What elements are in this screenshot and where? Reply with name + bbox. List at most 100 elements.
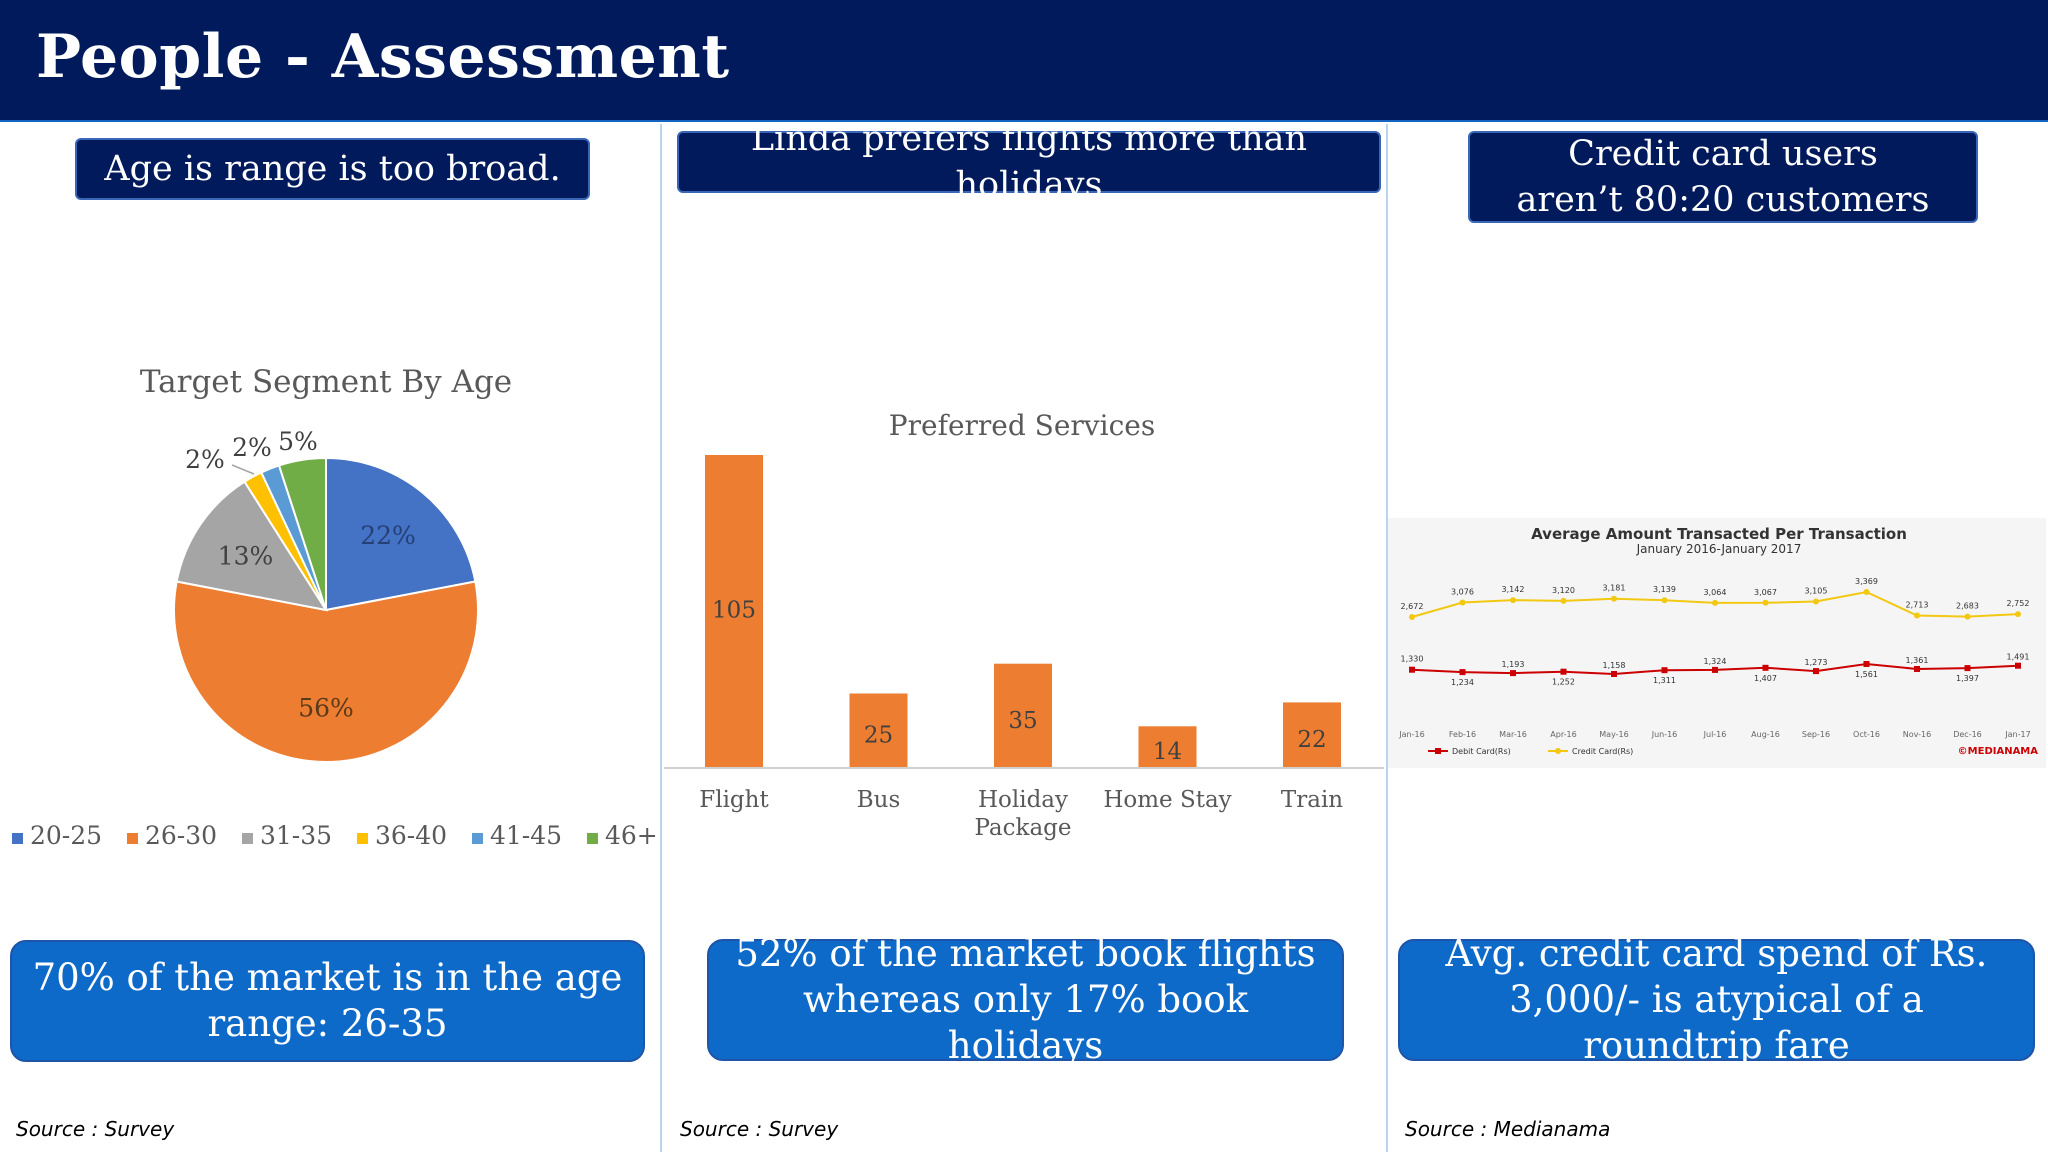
bar-value-holiday-package: 35 bbox=[1008, 708, 1037, 734]
transaction-line-chart: Average Amount Transacted Per Transactio… bbox=[1388, 518, 2046, 768]
point-credit-card-rs-aug-16 bbox=[1762, 599, 1769, 606]
legend-label-debit-card-rs: Debit Card(Rs) bbox=[1452, 747, 1511, 756]
data-label-debit-card-rs-jun-16: 1,311 bbox=[1653, 676, 1676, 685]
medianama-watermark: ©MEDIANAMA bbox=[1958, 746, 2039, 757]
bar-value-bus: 25 bbox=[864, 723, 893, 749]
bar-category-holiday-package: Holiday Package bbox=[974, 787, 1071, 841]
data-label-credit-card-rs-oct-16: 3,369 bbox=[1855, 577, 1878, 586]
point-debit-card-rs-mar-16 bbox=[1510, 670, 1516, 677]
legend-swatch-41-45 bbox=[472, 833, 483, 844]
age-column-title: Age is range is too broad. bbox=[75, 138, 590, 200]
services-finding-box: 52% of the market book flights whereas o… bbox=[707, 932, 1344, 1067]
legend-label-20-25: 20-25 bbox=[30, 821, 102, 850]
line-chart-subtitle: January 2016-January 2017 bbox=[1636, 542, 1802, 556]
age-source: Source : Survey bbox=[16, 1117, 175, 1141]
point-debit-card-rs-may-16 bbox=[1611, 671, 1617, 677]
point-credit-card-rs-nov-16 bbox=[1914, 612, 1920, 619]
x-tick-jan-17: Jan-17 bbox=[2004, 730, 2030, 739]
point-debit-card-rs-jun-16 bbox=[1661, 667, 1668, 674]
point-credit-card-rs-jan-17 bbox=[2015, 611, 2021, 618]
point-debit-card-rs-nov-16 bbox=[1914, 666, 1920, 672]
point-credit-card-rs-jan-16 bbox=[1409, 614, 1415, 620]
x-tick-sep-16: Sep-16 bbox=[1802, 730, 1830, 739]
age-pie-chart: Target Segment By Age 22%56%13%2% 2% 5% 20… bbox=[12, 364, 658, 850]
services-source: Source : Survey bbox=[680, 1117, 839, 1141]
point-credit-card-rs-oct-16 bbox=[1863, 589, 1870, 595]
point-debit-card-rs-jul-16 bbox=[1712, 666, 1718, 673]
legend-label-credit-card-rs: Credit Card(Rs) bbox=[1572, 747, 1633, 756]
services-column-title: Linda prefers flights more than holidays bbox=[677, 119, 1381, 205]
legend-label-36-40: 36-40 bbox=[375, 821, 447, 850]
x-tick-oct-16: Oct-16 bbox=[1853, 730, 1880, 739]
line-chart-title: Average Amount Transacted Per Transactio… bbox=[1531, 525, 1907, 543]
point-debit-card-rs-apr-16 bbox=[1560, 668, 1567, 675]
bar-train bbox=[1283, 702, 1341, 768]
bar-value-train: 22 bbox=[1297, 727, 1326, 753]
column-divider-2 bbox=[1386, 124, 1388, 1152]
point-credit-card-rs-sep-16 bbox=[1813, 598, 1819, 605]
data-label-debit-card-rs-may-16: 1,158 bbox=[1603, 661, 1626, 670]
x-tick-feb-16: Feb-16 bbox=[1449, 730, 1476, 739]
data-label-debit-card-rs-nov-16: 1,361 bbox=[1906, 656, 1929, 665]
point-credit-card-rs-may-16 bbox=[1611, 595, 1617, 602]
point-credit-card-rs-feb-16 bbox=[1459, 599, 1466, 606]
bar-holiday-package bbox=[994, 663, 1052, 768]
data-label-credit-card-rs-feb-16: 3,076 bbox=[1451, 588, 1474, 597]
x-tick-dec-16: Dec-16 bbox=[1953, 730, 1982, 739]
legend-marker-debit-card-rs bbox=[1435, 748, 1441, 754]
x-tick-jun-16: Jun-16 bbox=[1651, 730, 1678, 739]
data-label-credit-card-rs-nov-16: 2,713 bbox=[1906, 601, 1929, 610]
line-chart-background bbox=[1388, 518, 2046, 768]
x-tick-jan-16: Jan-16 bbox=[1398, 730, 1424, 739]
bar-category-home-stay: Home Stay bbox=[1103, 787, 1231, 813]
legend-swatch-36-40 bbox=[357, 833, 368, 844]
bar-flight bbox=[705, 455, 763, 768]
x-tick-apr-16: Apr-16 bbox=[1550, 730, 1576, 739]
data-label-credit-card-rs-jan-17: 2,752 bbox=[2007, 599, 2030, 608]
legend-label-41-45: 41-45 bbox=[490, 821, 562, 850]
pie-label-41-45: 2% bbox=[232, 433, 272, 462]
point-credit-card-rs-apr-16 bbox=[1560, 597, 1567, 604]
data-label-credit-card-rs-sep-16: 3,105 bbox=[1805, 587, 1828, 596]
legend-swatch-20-25 bbox=[12, 833, 23, 844]
point-debit-card-rs-oct-16 bbox=[1863, 661, 1870, 667]
x-tick-mar-16: Mar-16 bbox=[1499, 730, 1527, 739]
pie-slice-20-25 bbox=[325, 456, 477, 612]
data-label-credit-card-rs-jan-16: 2,672 bbox=[1401, 602, 1424, 611]
data-label-credit-card-rs-may-16: 3,181 bbox=[1603, 584, 1626, 593]
data-label-credit-card-rs-apr-16: 3,120 bbox=[1552, 586, 1575, 595]
credit-card-column-title: Credit card users aren’t 80:20 customers bbox=[1468, 131, 1978, 223]
header-bar: People - Assessment bbox=[0, 0, 2048, 120]
data-label-debit-card-rs-jul-16: 1,324 bbox=[1704, 657, 1727, 666]
pie-leader-line bbox=[231, 464, 255, 475]
data-label-credit-card-rs-jun-16: 3,139 bbox=[1653, 585, 1676, 594]
column-divider-1 bbox=[660, 124, 662, 1152]
bar-category-bus: Bus bbox=[857, 787, 901, 813]
bar-value-flight: 105 bbox=[712, 598, 756, 624]
data-label-credit-card-rs-aug-16: 3,067 bbox=[1754, 588, 1777, 597]
point-debit-card-rs-jan-17 bbox=[2015, 662, 2021, 669]
point-credit-card-rs-jun-16 bbox=[1661, 597, 1668, 604]
bar-home-stay bbox=[1138, 726, 1197, 768]
data-label-debit-card-rs-feb-16: 1,234 bbox=[1451, 678, 1474, 687]
data-label-debit-card-rs-oct-16: 1,561 bbox=[1855, 670, 1878, 679]
x-tick-nov-16: Nov-16 bbox=[1903, 730, 1931, 739]
bar-bus bbox=[849, 693, 908, 768]
page-title: People - Assessment bbox=[36, 22, 730, 92]
data-label-debit-card-rs-apr-16: 1,252 bbox=[1552, 678, 1575, 687]
pie-slice-31-35 bbox=[175, 480, 329, 612]
data-label-debit-card-rs-jan-17: 1,491 bbox=[2007, 653, 2030, 662]
x-tick-jul-16: Jul-16 bbox=[1703, 730, 1727, 739]
legend-swatch-31-35 bbox=[242, 833, 253, 844]
data-label-credit-card-rs-mar-16: 3,142 bbox=[1502, 585, 1525, 594]
pie-label-36-40: 2% bbox=[185, 445, 225, 474]
services-bar-chart: Preferred Services 105 Flight 25 Bus 35 Holid… bbox=[664, 409, 1384, 841]
point-debit-card-rs-aug-16 bbox=[1762, 664, 1769, 671]
legend-swatch-26-30 bbox=[127, 833, 138, 844]
point-debit-card-rs-jan-16 bbox=[1409, 666, 1415, 673]
legend-swatch-46 bbox=[587, 833, 598, 844]
data-label-credit-card-rs-dec-16: 2,683 bbox=[1956, 602, 1979, 611]
point-credit-card-rs-mar-16 bbox=[1510, 597, 1516, 604]
pie-chart-title: Target Segment By Age bbox=[140, 364, 512, 400]
bar-value-home-stay: 14 bbox=[1153, 739, 1182, 765]
